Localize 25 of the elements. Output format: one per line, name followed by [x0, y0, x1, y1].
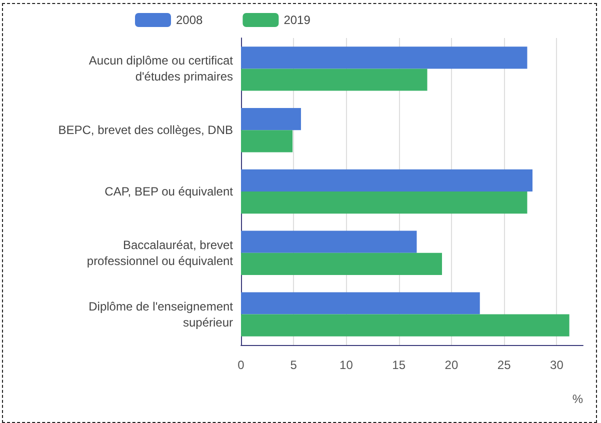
x-tick-label: 20 — [444, 358, 458, 372]
y-tick-label: Diplôme de l'enseignement supérieur — [88, 299, 234, 330]
bar — [241, 68, 428, 91]
y-tick-label: Aucun diplôme ou certificat d'études primaires — [88, 54, 234, 84]
x-axis-title: % — [572, 392, 584, 406]
y-tick-label: CAP, BEP ou équivalent — [104, 184, 234, 198]
bar — [241, 130, 293, 152]
bar — [241, 169, 532, 192]
bar — [241, 292, 480, 314]
bar — [241, 108, 301, 130]
x-tick-label: 5 — [290, 358, 298, 372]
bar — [241, 192, 528, 214]
x-tick-label: 25 — [497, 358, 512, 372]
x-tick-label: 10 — [340, 358, 354, 372]
bar — [241, 230, 417, 253]
x-tick-label: 15 — [392, 358, 406, 372]
legend-label: 2019 — [284, 13, 311, 27]
legend-label: 2008 — [176, 13, 204, 27]
bar — [241, 252, 442, 276]
y-tick-label: BEPC, brevet des collèges, DNB — [58, 123, 233, 138]
bar — [241, 314, 570, 336]
y-tick-label: Baccalauréat, brevet professionnel ou équivalent — [86, 238, 234, 268]
x-tick-label: 0 — [238, 358, 245, 372]
bar — [241, 46, 528, 69]
x-tick-label: 30 — [550, 358, 564, 372]
